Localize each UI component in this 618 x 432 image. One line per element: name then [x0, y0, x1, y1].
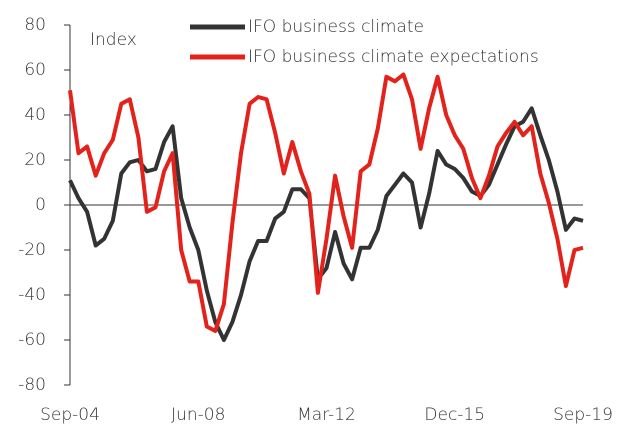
y-tick-label: 60	[24, 60, 46, 80]
y-tick-label: 20	[24, 150, 46, 170]
y-tick-label: -80	[18, 375, 46, 395]
legend-label: IFO business climate expectations	[248, 47, 539, 67]
x-tick-label: Sep-19	[553, 405, 613, 425]
series-line	[68, 72, 584, 333]
y-tick-label: -20	[18, 240, 46, 260]
x-tick-label: Sep-04	[40, 405, 100, 425]
y-axis-label: Index	[90, 30, 137, 50]
series-line	[68, 106, 584, 342]
y-tick-label: 0	[35, 195, 46, 215]
x-tick-label: Dec-15	[424, 405, 485, 425]
x-tick-label: Mar-12	[297, 405, 356, 425]
x-tick-label: Jun-08	[171, 405, 225, 425]
y-tick-label: 40	[24, 105, 46, 125]
y-tick-label: 80	[24, 15, 46, 35]
y-tick-label: -40	[18, 285, 46, 305]
y-tick-label: -60	[18, 330, 46, 350]
legend-label: IFO business climate	[248, 17, 424, 37]
